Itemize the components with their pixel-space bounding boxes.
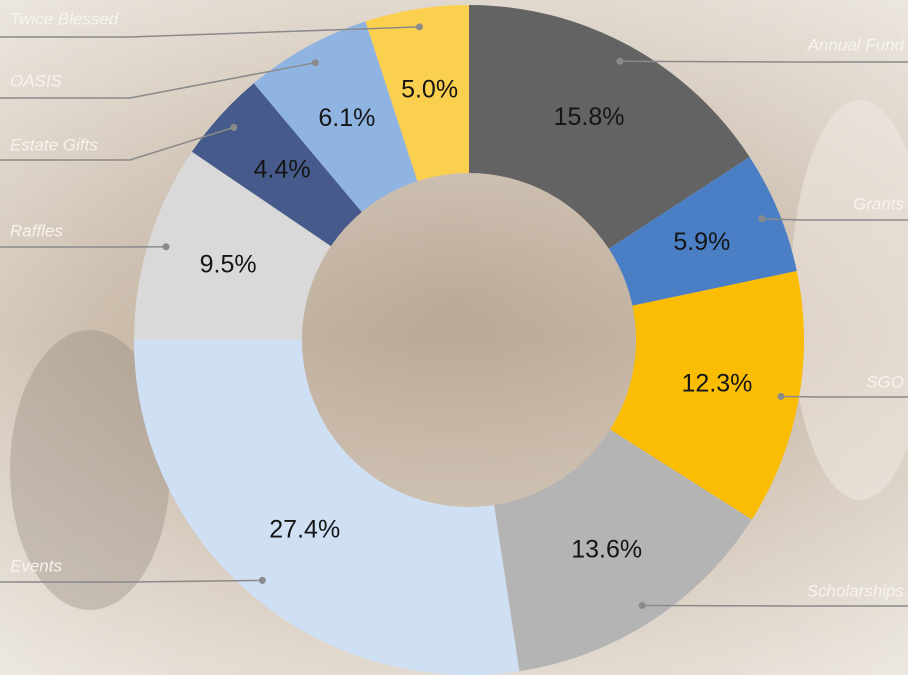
leader-dot	[259, 577, 266, 584]
category-label: Estate Gifts	[10, 135, 98, 154]
category-label: Raffles	[10, 221, 63, 240]
category-label: Annual Fund	[807, 35, 905, 54]
category-label: SGO	[866, 372, 904, 391]
value-label: 6.1%	[318, 104, 375, 132]
value-label: 4.4%	[254, 156, 311, 184]
category-label: Grants	[853, 194, 905, 213]
value-label: 27.4%	[269, 516, 340, 544]
leader-dot	[416, 23, 423, 30]
leader-dot	[230, 124, 237, 131]
category-label: Twice Blessed	[10, 9, 119, 28]
category-label: Scholarships	[807, 581, 905, 600]
leader-dot	[312, 59, 319, 66]
value-label: 5.0%	[401, 76, 458, 104]
category-label: Events	[10, 556, 62, 575]
value-label: 9.5%	[200, 251, 257, 279]
value-label: 12.3%	[682, 369, 753, 397]
page: {"chart_data": {"type": "pie", "categori…	[0, 0, 908, 675]
value-label: 13.6%	[571, 536, 642, 564]
chart: 15.8% Annual Fund 5.9% Grants 12.3% SGO 13.6% S…	[0, 0, 908, 675]
leader-line	[781, 396, 908, 397]
leader-dot	[777, 393, 784, 400]
leader-dot	[163, 243, 170, 250]
leader-line	[620, 61, 908, 62]
leader-line	[642, 605, 908, 606]
leader-dot	[758, 215, 765, 222]
value-label: 15.8%	[554, 103, 625, 131]
leader-dot	[639, 602, 646, 609]
leader-dot	[616, 58, 623, 65]
value-label: 5.9%	[673, 228, 730, 256]
category-label: OASIS	[10, 71, 63, 90]
